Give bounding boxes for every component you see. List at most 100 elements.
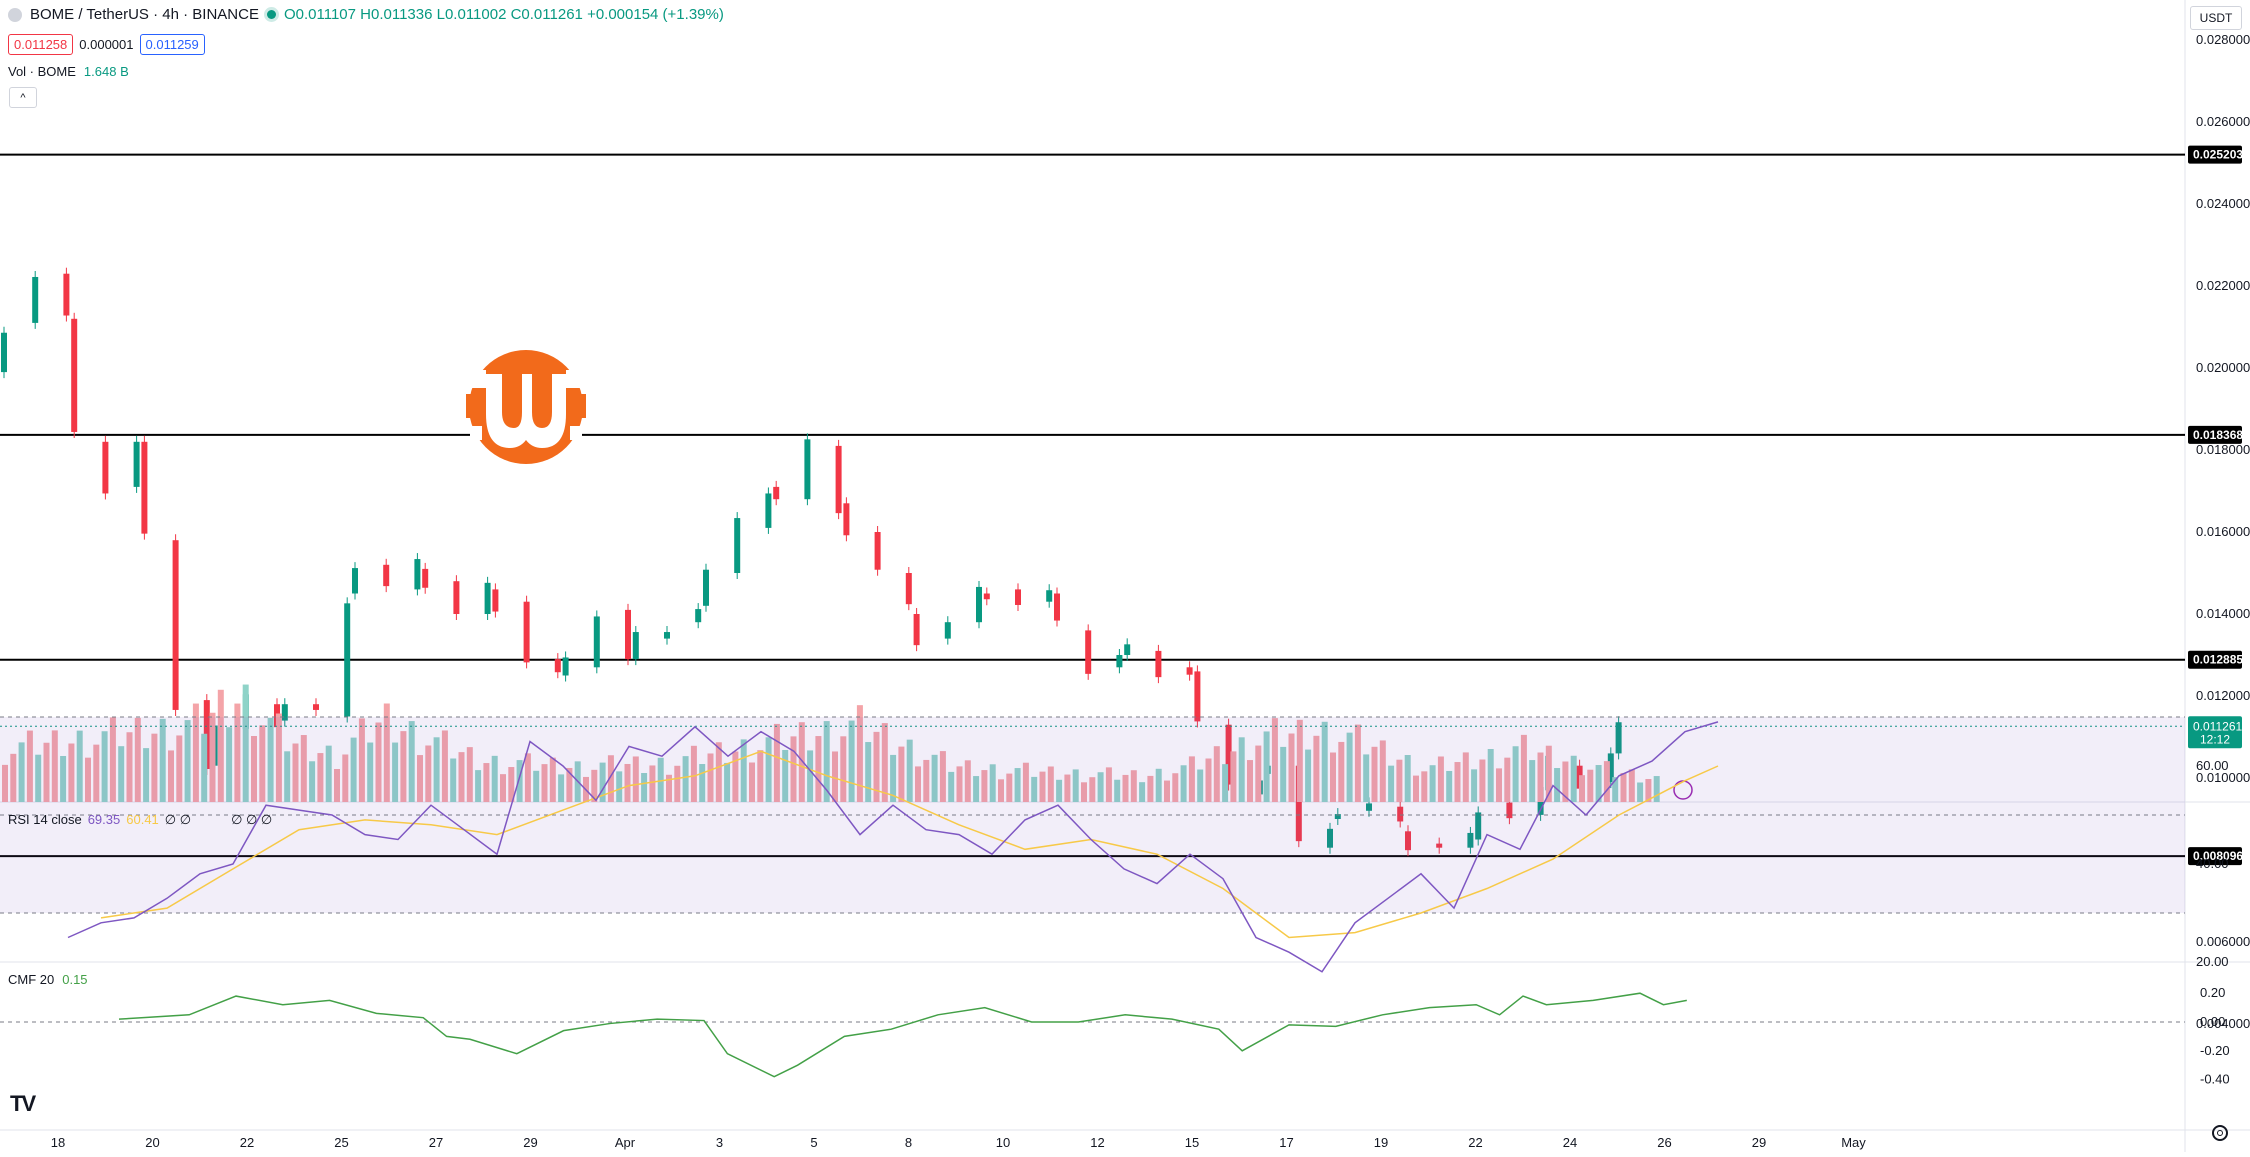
volume-bar <box>533 770 540 802</box>
volume-bar <box>491 755 498 802</box>
candle-body <box>976 586 982 623</box>
candle-body <box>1295 765 1302 842</box>
price-axis-tick: 0.016000 <box>2196 524 2250 539</box>
volume-bar <box>1363 754 1370 802</box>
volume-bar <box>765 737 772 802</box>
volume-bar <box>1595 765 1602 802</box>
volume-bar <box>1637 782 1644 802</box>
volume-bar <box>881 723 888 802</box>
volume-bar <box>134 717 141 802</box>
price-axis-tick: 0.024000 <box>2196 196 2250 211</box>
volume-bar <box>657 757 664 802</box>
volume-bar <box>1504 757 1511 802</box>
volume-bar <box>417 755 423 802</box>
level-price-text: 0.018368 <box>2193 428 2243 442</box>
candle-body <box>63 273 70 316</box>
candle-body <box>141 441 148 534</box>
candle-body <box>1225 724 1232 785</box>
volume-bar <box>1512 746 1519 802</box>
volume-bar <box>300 735 307 802</box>
buy-button[interactable]: 0.011259 <box>139 34 205 55</box>
cmf-axis-tick: 0.00 <box>2200 1014 2225 1029</box>
volume-bar <box>425 745 432 802</box>
volume-bar <box>1421 771 1428 802</box>
volume-bar <box>807 750 814 802</box>
volume-bar <box>516 760 523 802</box>
close-value: C0.011261 <box>510 6 583 23</box>
candle-body <box>102 441 109 494</box>
volume-bar <box>168 750 174 802</box>
volume-bar <box>458 752 465 802</box>
volume-label[interactable]: Vol · BOME <box>8 64 76 79</box>
candle-body <box>1186 667 1193 675</box>
current-price-label <box>2188 716 2242 749</box>
candle-body <box>1 332 7 373</box>
volume-bar <box>1554 768 1561 802</box>
volume-bar <box>1462 752 1469 802</box>
tradingview-logo-icon[interactable]: TV <box>10 1091 36 1116</box>
volume-bar <box>109 717 116 802</box>
volume-bar <box>607 755 614 802</box>
volume-bar <box>948 771 955 802</box>
symbol-title[interactable]: BOME / TetherUS · 4h · BINANCE <box>30 6 259 23</box>
volume-bar <box>998 779 1004 802</box>
volume-bar <box>1296 719 1303 802</box>
candle-body <box>1467 832 1474 848</box>
candle-body <box>414 559 421 590</box>
volume-bar <box>10 753 17 802</box>
volume-bar <box>1105 767 1112 802</box>
level-price-text: 0.008096 <box>2193 849 2243 863</box>
candle-body <box>874 532 881 570</box>
volume-bar <box>1271 718 1278 802</box>
volume-bar <box>1197 769 1204 802</box>
candle-body <box>1327 828 1333 848</box>
candle-body <box>593 616 600 668</box>
volume-bar <box>1537 752 1544 802</box>
volume-bar <box>392 742 399 802</box>
time-axis-tick: 10 <box>996 1135 1010 1150</box>
volume-bar <box>85 757 91 802</box>
candle-body <box>1397 806 1404 822</box>
volume-bar <box>1222 764 1229 802</box>
volume-bar <box>757 750 764 802</box>
volume-bar <box>707 753 714 802</box>
candle-body <box>484 582 491 614</box>
time-axis-tick: 26 <box>1657 1135 1671 1150</box>
volume-bar <box>1429 765 1436 802</box>
volume-bar <box>1545 745 1552 802</box>
volume-bar <box>832 751 838 802</box>
volume-bar <box>1371 746 1378 802</box>
chevron-up-icon: ^ <box>20 91 26 104</box>
candle-body <box>734 518 741 573</box>
volume-bar <box>566 767 573 802</box>
rsi-line <box>67 721 1719 973</box>
candle-body <box>835 445 842 514</box>
candle-body <box>133 441 140 487</box>
volume-bar <box>715 742 722 802</box>
sell-button[interactable]: 0.011258 <box>8 34 74 55</box>
candle-body <box>453 581 460 614</box>
volume-bar <box>251 736 257 802</box>
volume-bar <box>682 756 689 802</box>
candle-body <box>313 704 319 710</box>
candle-body <box>492 589 499 612</box>
volume-bar <box>1172 773 1179 802</box>
volume-bar <box>749 762 755 802</box>
collapse-legend-button[interactable]: ^ <box>9 87 37 108</box>
cmf-axis-tick: 0.20 <box>2200 985 2225 1000</box>
volume-bar <box>350 737 357 802</box>
volume-bar <box>1014 768 1021 802</box>
volume-bar <box>1247 760 1253 802</box>
volume-bar <box>176 735 183 802</box>
volume-bar <box>840 736 847 802</box>
price-axis-tick: 0.010000 <box>2196 770 2250 785</box>
volume-bar <box>890 754 897 802</box>
gear-icon[interactable] <box>2212 1125 2228 1141</box>
cmf-label[interactable]: CMF 20 <box>8 972 55 987</box>
currency-select[interactable]: USDT <box>2190 6 2242 30</box>
rsi-label[interactable]: RSI 14 close <box>8 812 82 827</box>
rsi-axis-tick: 60.00 <box>2196 758 2229 773</box>
volume-value: 1.648 B <box>83 64 129 79</box>
